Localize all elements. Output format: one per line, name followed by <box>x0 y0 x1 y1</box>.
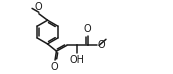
Text: O: O <box>34 2 42 12</box>
Text: OH: OH <box>70 55 85 65</box>
Text: O: O <box>84 24 92 34</box>
Text: O: O <box>98 40 105 50</box>
Text: O: O <box>51 62 58 72</box>
